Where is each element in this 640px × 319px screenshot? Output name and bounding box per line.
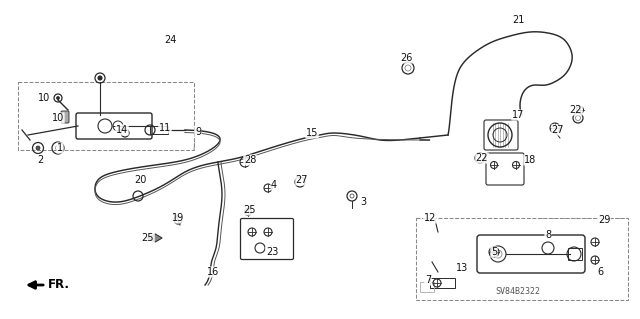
Text: 10: 10 [52, 113, 64, 123]
Text: 15: 15 [306, 128, 318, 138]
Text: 29: 29 [598, 215, 610, 225]
Text: 1: 1 [57, 143, 63, 153]
Text: FR.: FR. [48, 278, 70, 292]
Text: 10: 10 [38, 93, 50, 103]
Text: 22: 22 [570, 105, 582, 115]
Text: 26: 26 [400, 53, 412, 63]
Text: SV84B2322: SV84B2322 [495, 287, 541, 296]
Text: 20: 20 [134, 175, 146, 185]
Text: 21: 21 [512, 15, 524, 25]
Text: 25: 25 [244, 205, 256, 215]
Circle shape [36, 146, 40, 150]
Bar [416, 218, 628, 300]
Bar [18, 82, 194, 150]
Circle shape [56, 97, 60, 100]
Text: 14: 14 [116, 125, 128, 135]
Text: 11: 11 [159, 123, 171, 133]
Text: 27: 27 [296, 175, 308, 185]
Bar [568, 248, 582, 260]
Text: 17: 17 [512, 110, 524, 120]
Text: 16: 16 [207, 267, 219, 277]
Polygon shape [148, 234, 162, 242]
Text: 24: 24 [164, 35, 176, 45]
Text: 18: 18 [524, 155, 536, 165]
Text: 8: 8 [545, 230, 551, 240]
Bar [430, 278, 455, 288]
Circle shape [98, 76, 102, 80]
Text: 7: 7 [425, 275, 431, 285]
Text: 12: 12 [424, 213, 436, 223]
Text: 25: 25 [141, 233, 154, 243]
Text: 9: 9 [195, 127, 201, 137]
Text: 19: 19 [172, 213, 184, 223]
Text: 5: 5 [491, 247, 497, 257]
Text: 4: 4 [271, 180, 277, 190]
Text: 23: 23 [266, 247, 278, 257]
Bar [150, 126, 168, 134]
Text: 27: 27 [552, 125, 564, 135]
Text: 3: 3 [360, 197, 366, 207]
Text: 22: 22 [476, 153, 488, 163]
FancyBboxPatch shape [61, 111, 69, 123]
Text: 6: 6 [597, 267, 603, 277]
Text: 28: 28 [244, 155, 256, 165]
Text: 13: 13 [456, 263, 468, 273]
Bar [420, 282, 434, 292]
Text: 2: 2 [37, 155, 43, 165]
